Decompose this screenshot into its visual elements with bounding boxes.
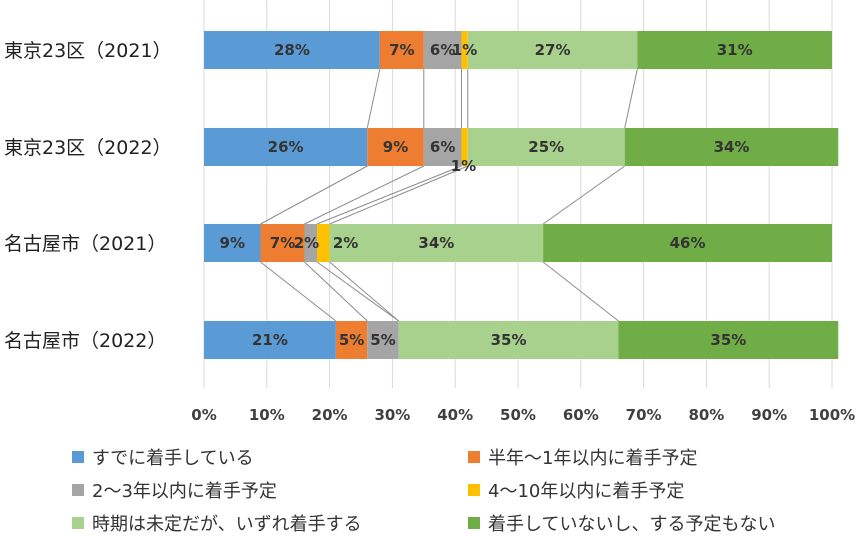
data-label: 34% [714, 138, 750, 156]
series-line [329, 165, 468, 225]
bar-segment [367, 128, 424, 166]
category-label: 名古屋市（2022） [4, 330, 166, 352]
bar-segment [335, 321, 368, 359]
legend-label: 4～10年以内に着手予定 [488, 481, 685, 502]
x-tick-label: 0% [191, 406, 216, 424]
data-label: 9% [383, 138, 408, 156]
legend-swatch [468, 484, 480, 496]
data-label: 34% [418, 234, 454, 252]
legend-item-within-4-10-years: 4～10年以内に着手予定 [468, 477, 684, 503]
category-label: 名古屋市（2021） [4, 233, 166, 255]
data-label: 26% [268, 138, 304, 156]
legend-swatch [72, 451, 84, 463]
bar-segment [317, 224, 330, 262]
series-line [316, 165, 462, 225]
bar-segment [304, 224, 318, 262]
data-label: 35% [491, 331, 527, 349]
data-label: 2% [294, 234, 319, 252]
data-label: 31% [717, 41, 753, 59]
series-line [624, 68, 638, 129]
x-tick-label: 10% [249, 406, 285, 424]
bar-segment [467, 128, 625, 166]
x-axis-tick-labels: 0% 10% 20% 30% 40% 50% 60% 70% 80% 90% 100% [191, 406, 855, 424]
legend-item-already-started: すでに着手している [72, 444, 254, 470]
data-label: 6% [430, 138, 455, 156]
x-tick-label: 40% [437, 406, 473, 424]
data-label: 25% [528, 138, 564, 156]
data-label: 1% [451, 157, 476, 175]
data-label: 5% [370, 331, 395, 349]
data-label: 21% [252, 331, 288, 349]
bar-segment [204, 31, 380, 69]
series-lines [260, 68, 638, 322]
x-tick-label: 80% [688, 406, 724, 424]
data-label: 7% [270, 234, 295, 252]
bar-segment [260, 224, 305, 262]
series-line [304, 165, 425, 225]
data-label: 1% [452, 41, 477, 59]
bar-segment [423, 128, 462, 166]
legend-item-within-2-3-years: 2～3年以内に着手予定 [72, 477, 277, 503]
data-label: 46% [670, 234, 706, 252]
bar-segment [618, 321, 839, 359]
series-line [260, 261, 337, 322]
x-tick-label: 20% [312, 406, 348, 424]
bar-segment [329, 224, 544, 262]
data-labels: 28% 7% 6%1% 27% 31%26% 9% 6%1%25% 34%9% 7%2% 2% 34… [220, 41, 753, 349]
stacked-bar-chart: 28% 7% 6%1% 27% 31%26% 9% 6%1%25% 34%9% 7%2% 2% 34… [4, 0, 855, 424]
series-line [260, 165, 368, 225]
legend-label: 2～3年以内に着手予定 [92, 481, 277, 502]
legend-swatch [468, 517, 480, 529]
bar-segment [461, 128, 468, 166]
series-line [542, 165, 626, 225]
series-line [329, 261, 400, 322]
legend-item-no-plan: 着手していないし、する予定もない [468, 510, 775, 536]
bar-segment [204, 321, 336, 359]
bar-segment [204, 128, 368, 166]
legend-label: 着手していないし、する予定もない [488, 514, 776, 535]
bar-segment [379, 31, 424, 69]
x-tick-label: 100% [809, 406, 855, 424]
x-tick-label: 50% [500, 406, 536, 424]
category-label: 東京23区（2021） [4, 40, 172, 62]
data-label: 6% [430, 41, 455, 59]
bar-segment [204, 224, 261, 262]
data-label: 35% [710, 331, 746, 349]
bar-segment [367, 321, 399, 359]
x-tick-label: 70% [626, 406, 662, 424]
bar-segment [624, 128, 839, 166]
bars [204, 31, 839, 359]
category-labels: 東京23区（2021） 東京23区（2022） 名古屋市（2021） 名古屋市（202… [4, 40, 172, 352]
data-label: 5% [339, 331, 364, 349]
legend-swatch [72, 517, 84, 529]
bar-segment [543, 224, 832, 262]
data-label: 9% [220, 234, 245, 252]
bar-segment [467, 31, 638, 69]
legend-item-within-1-year: 半年～1年以内に着手予定 [468, 444, 697, 470]
bar-segment [398, 321, 619, 359]
series-line [304, 261, 368, 322]
legend-swatch [72, 484, 84, 496]
data-label: 28% [274, 41, 310, 59]
legend-label: 時期は未定だが、いずれ着手する [92, 514, 362, 535]
data-label: 27% [535, 41, 571, 59]
series-line [316, 261, 399, 322]
legend-label: 半年～1年以内に着手予定 [488, 448, 698, 469]
legend-item-undecided: 時期は未定だが、いずれ着手する [72, 510, 362, 536]
series-line [366, 68, 381, 129]
x-tick-label: 30% [374, 406, 410, 424]
x-tick-label: 90% [751, 406, 787, 424]
bar-segment [461, 31, 468, 69]
bar-segment [423, 31, 462, 69]
x-tick-label: 60% [563, 406, 599, 424]
legend-label: すでに着手している [92, 448, 254, 469]
bar-segment [637, 31, 832, 69]
data-label: 2% [333, 234, 358, 252]
legend: すでに着手している 半年～1年以内に着手予定 2～3年以内に着手予定 4～10年… [0, 438, 858, 536]
legend-swatch [468, 451, 480, 463]
series-line [542, 261, 619, 322]
data-label: 7% [389, 41, 414, 59]
category-label: 東京23区（2022） [4, 137, 172, 159]
